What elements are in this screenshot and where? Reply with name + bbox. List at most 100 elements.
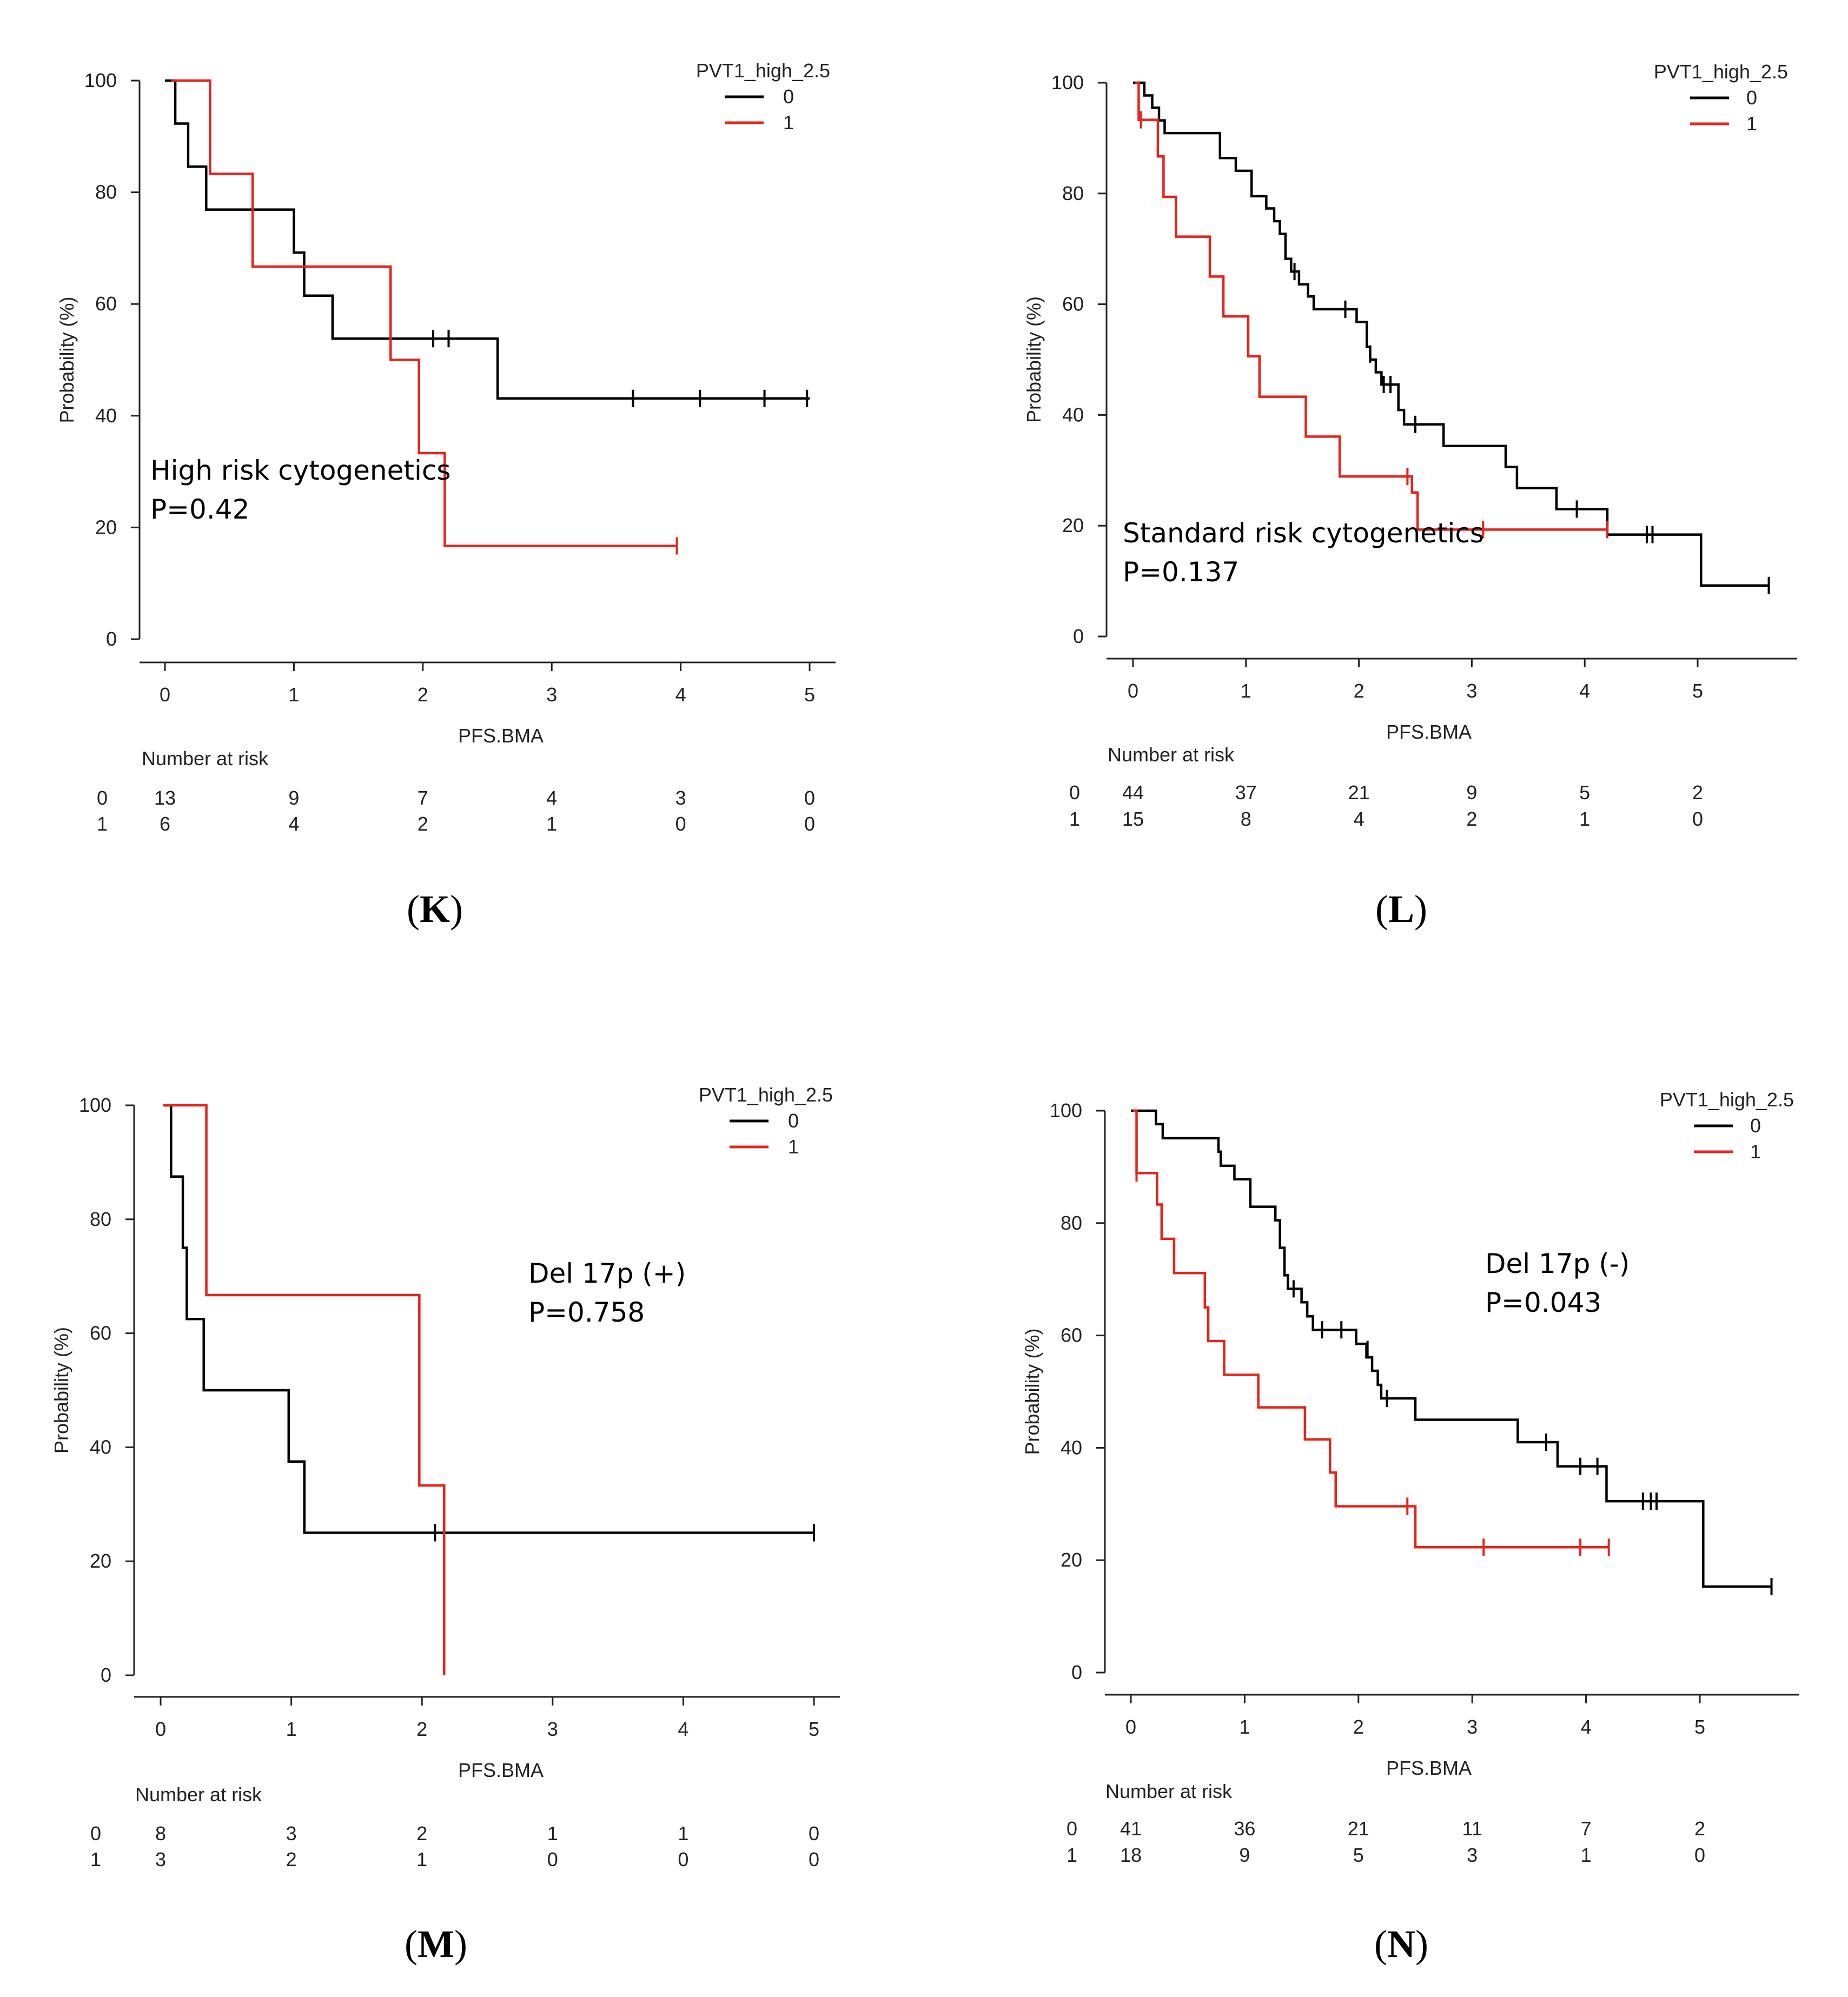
y-tick-label: 0 xyxy=(1071,1661,1082,1683)
risk-count: 2 xyxy=(418,813,428,835)
risk-count: 2 xyxy=(286,1848,297,1870)
risk-count: 1 xyxy=(547,1822,558,1845)
risk-count: 4 xyxy=(288,813,299,835)
p-value: P=0.42 xyxy=(150,494,249,525)
km-curve-0 xyxy=(165,79,810,400)
x-tick-label: 2 xyxy=(418,684,428,706)
x-tick-label: 0 xyxy=(155,1718,166,1740)
panel-label: (N) xyxy=(1374,1922,1428,1966)
y-tick-label: 40 xyxy=(1062,403,1084,426)
risk-count: 13 xyxy=(154,787,176,809)
y-axis-label: Probability (%) xyxy=(56,296,78,423)
risk-table: Number at risk 0 8 3 2 1 1 0 1 3 2 1 0 0 0 xyxy=(90,1783,819,1870)
x-tick-label: 3 xyxy=(1467,1716,1478,1738)
legend-title: PVT1_high_2.5 xyxy=(1654,61,1788,83)
x-tick-label: 4 xyxy=(678,1718,688,1740)
y-tick-label: 80 xyxy=(1062,182,1084,204)
risk-row-label-0: 0 xyxy=(97,787,108,809)
risk-count: 3 xyxy=(675,787,686,809)
y-tick-label: 20 xyxy=(1062,514,1084,536)
series-0 xyxy=(1133,81,1770,594)
series-0 xyxy=(1131,1109,1773,1596)
risk-count: 8 xyxy=(1241,808,1251,830)
legend-label-0: 0 xyxy=(1750,1114,1761,1137)
risk-count: 3 xyxy=(1467,1844,1478,1866)
risk-count: 0 xyxy=(804,787,815,809)
panel-label: (K) xyxy=(407,887,463,931)
risk-count: 0 xyxy=(809,1848,819,1870)
risk-count: 3 xyxy=(155,1848,166,1870)
risk-count: 11 xyxy=(1462,1817,1482,1840)
risk-count: 7 xyxy=(1581,1817,1592,1840)
legend: PVT1_high_2.5 0 1 xyxy=(1660,1089,1794,1163)
y-axis-label: Probability (%) xyxy=(1021,1328,1043,1455)
annotation: Del 17p (+) P=0.758 xyxy=(528,1258,686,1328)
x-tick-label: 1 xyxy=(286,1718,297,1740)
risk-count: 1 xyxy=(1581,1844,1592,1866)
legend-title: PVT1_high_2.5 xyxy=(699,1084,833,1106)
risk-count: 0 xyxy=(547,1848,558,1870)
km-curve-1 xyxy=(171,79,677,547)
risk-count: 0 xyxy=(809,1822,819,1845)
km-curve-0 xyxy=(163,1104,814,1534)
legend: PVT1_high_2.5 0 1 xyxy=(1654,61,1788,135)
axes: 0 20 40 60 80 100 0 1 2 3 4 5 PFS.BMA Probability (%) xyxy=(1023,71,1797,743)
risk-count: 18 xyxy=(1120,1844,1142,1866)
legend-title: PVT1_high_2.5 xyxy=(1660,1089,1794,1111)
axes: 0 20 40 60 80 100 0 1 2 3 4 5 PFS.BMA Probability (%) xyxy=(56,69,836,747)
risk-count: 41 xyxy=(1120,1817,1142,1840)
risk-count: 4 xyxy=(1354,808,1365,830)
risk-count: 0 xyxy=(678,1848,688,1870)
annotation: Standard risk cytogenetics P=0.137 xyxy=(1123,518,1484,588)
risk-count: 2 xyxy=(1694,1817,1705,1840)
risk-count: 2 xyxy=(416,1822,427,1845)
series-1 xyxy=(163,1104,446,1675)
risk-row-label-0: 0 xyxy=(1067,1817,1077,1840)
y-axis-label: Probability (%) xyxy=(1023,296,1045,423)
km-curve-1 xyxy=(1135,81,1607,531)
y-tick-label: 40 xyxy=(90,1436,111,1458)
annotation-title: Standard risk cytogenetics xyxy=(1123,518,1484,549)
p-value: P=0.758 xyxy=(528,1297,645,1328)
x-tick-label: 0 xyxy=(1128,680,1138,702)
km-curve-1 xyxy=(1133,1109,1609,1549)
risk-count: 0 xyxy=(1692,808,1703,830)
x-tick-label: 1 xyxy=(1239,1716,1250,1738)
risk-count: 37 xyxy=(1235,781,1257,804)
x-tick-label: 4 xyxy=(1581,1716,1592,1738)
legend-label-1: 1 xyxy=(788,1136,799,1158)
y-tick-label: 80 xyxy=(1061,1212,1082,1234)
axes: 0 20 40 60 80 100 0 1 2 3 4 5 PFS.BMA Probability (%) xyxy=(1021,1099,1799,1779)
x-axis-label: PFS.BMA xyxy=(458,1759,544,1781)
y-tick-label: 100 xyxy=(79,1094,111,1116)
y-tick-label: 60 xyxy=(1061,1324,1082,1346)
risk-count: 9 xyxy=(288,787,299,809)
legend-label-0: 0 xyxy=(788,1110,799,1132)
x-tick-label: 0 xyxy=(1125,1716,1136,1738)
annotation-title: Del 17p (+) xyxy=(528,1258,686,1289)
risk-table-title: Number at risk xyxy=(135,1783,262,1806)
risk-count: 0 xyxy=(804,813,815,835)
risk-count: 5 xyxy=(1579,781,1590,804)
y-tick-label: 60 xyxy=(95,293,117,315)
risk-count: 5 xyxy=(1353,1844,1364,1866)
y-axis-label: Probability (%) xyxy=(50,1327,72,1454)
y-tick-label: 0 xyxy=(1073,625,1084,647)
y-tick-label: 40 xyxy=(1061,1436,1082,1458)
x-tick-label: 3 xyxy=(1466,680,1477,702)
y-tick-label: 20 xyxy=(90,1550,111,1572)
annotation: High risk cytogenetics P=0.42 xyxy=(150,455,451,525)
y-tick-label: 100 xyxy=(1050,1099,1082,1122)
risk-table: Number at risk 0 13 9 7 4 3 0 1 6 4 2 1 0 0 xyxy=(97,747,815,835)
risk-count: 1 xyxy=(678,1822,688,1845)
x-tick-label: 5 xyxy=(1694,1716,1705,1738)
risk-count: 15 xyxy=(1122,808,1144,830)
x-tick-label: 5 xyxy=(804,684,815,706)
y-tick-label: 100 xyxy=(1051,71,1084,94)
